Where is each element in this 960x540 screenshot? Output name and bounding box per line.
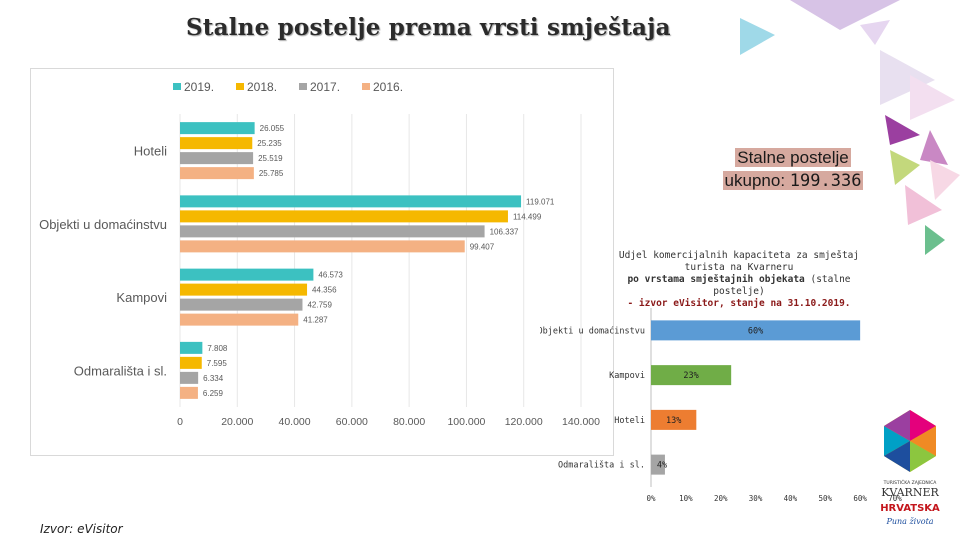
data-label: 99.407 bbox=[470, 242, 495, 251]
x-tick-label: 120.000 bbox=[505, 416, 543, 428]
bar-hoteli-2017 bbox=[180, 152, 254, 165]
data-label: 119.071 bbox=[526, 197, 555, 206]
legend-label-2017: 2017. bbox=[310, 80, 340, 94]
bar-odmaralista-i-sl-2019 bbox=[180, 341, 203, 354]
x-tick-label: 80.000 bbox=[393, 416, 425, 428]
data-label: 25.519 bbox=[258, 154, 283, 163]
legend-swatch-2019 bbox=[173, 83, 181, 90]
share-x-tick-label: 20% bbox=[714, 494, 728, 503]
share-bar-odmaralista-i-sl bbox=[651, 454, 665, 475]
x-tick-label: 60.000 bbox=[336, 416, 368, 428]
legend-swatch-2016 bbox=[362, 83, 370, 90]
bar-objekti-u-domacinstvu-2017 bbox=[180, 225, 485, 238]
share-x-tick-label: 30% bbox=[749, 494, 763, 503]
x-tick-label: 20.000 bbox=[221, 416, 253, 428]
data-label: 7.595 bbox=[207, 359, 228, 368]
legend-label-2018: 2018. bbox=[247, 80, 277, 94]
bar-odmaralista-i-sl-2016 bbox=[180, 386, 198, 399]
data-label: 44.356 bbox=[312, 286, 337, 295]
share-x-tick-label: 0% bbox=[646, 494, 656, 503]
share-chart-source: - izvor eVisitor, stanje na 31.10.2019. bbox=[627, 298, 851, 309]
data-label: 41.287 bbox=[303, 316, 328, 325]
data-label: 46.573 bbox=[318, 271, 343, 280]
share-chart-title-bold: po vrstama smještajnih objekata bbox=[627, 274, 805, 285]
callout-line1: Stalne postelje bbox=[735, 148, 851, 167]
bar-kampovi-2018 bbox=[180, 283, 308, 296]
data-label: 25.235 bbox=[257, 139, 282, 148]
bar-hoteli-2019 bbox=[180, 122, 255, 135]
data-label: 26.055 bbox=[260, 124, 285, 133]
share-category-odmaralista-i-sl: Odmarališta i sl. bbox=[558, 460, 645, 471]
callout-total-value: 199.336 bbox=[789, 171, 862, 191]
x-tick-label: 140.000 bbox=[562, 416, 600, 428]
category-label-odmaralista-i-sl: Odmarališta i sl. bbox=[74, 363, 167, 378]
bar-kampovi-2019 bbox=[180, 268, 314, 281]
bar-objekti-u-domacinstvu-2019 bbox=[180, 195, 522, 208]
share-data-label: 4% bbox=[657, 461, 667, 471]
x-tick-label: 100.000 bbox=[447, 416, 485, 428]
beds-by-year-chart-svg: 2019. 2018. 2017. 2016. 0 20.000 40.000 60.000 8… bbox=[39, 80, 600, 428]
bar-objekti-u-domacinstvu-2018 bbox=[180, 210, 508, 223]
share-x-tick-label: 50% bbox=[819, 494, 833, 503]
total-beds-callout: Stalne postelje ukupno: 199.336 bbox=[711, 146, 875, 193]
bar-kampovi-2017 bbox=[180, 298, 303, 311]
bar-hoteli-2018 bbox=[180, 137, 253, 150]
share-x-tick-label: 40% bbox=[784, 494, 798, 503]
x-tick-label: 0 bbox=[177, 416, 183, 428]
share-category-hoteli: Hoteli bbox=[614, 416, 645, 426]
bar-hoteli-2016 bbox=[180, 167, 254, 180]
share-data-label: 23% bbox=[683, 371, 698, 381]
data-label: 7.808 bbox=[207, 344, 228, 353]
share-category-kampovi: Kampovi bbox=[609, 371, 645, 381]
data-label: 42.759 bbox=[307, 301, 332, 310]
legend-swatch-2017 bbox=[299, 83, 307, 90]
bar-kampovi-2016 bbox=[180, 313, 299, 326]
share-chart-title-rest: (stalne postelje) bbox=[713, 274, 851, 297]
logo-line2: KVARNER bbox=[881, 486, 939, 499]
logo-line1: TURISTIČKA ZAJEDNICA bbox=[883, 479, 938, 486]
bar-objekti-u-domacinstvu-2016 bbox=[180, 240, 465, 253]
category-label-hoteli: Hoteli bbox=[134, 144, 167, 159]
share-chart-title: Udjel komercijalnih kapaciteta za smješt… bbox=[600, 250, 878, 310]
data-label: 6.259 bbox=[203, 389, 224, 398]
bar-odmaralista-i-sl-2017 bbox=[180, 371, 199, 384]
source-note: Izvor: eVisitor bbox=[40, 522, 123, 536]
logo-line3: HRVATSKA bbox=[880, 503, 940, 514]
share-x-tick-label: 70% bbox=[888, 494, 902, 503]
kvarner-logo: TURISTIČKA ZAJEDNICA KVARNER HRVATSKA Pu… bbox=[880, 410, 940, 526]
share-by-type-chart: Objekti u domaćinstvu 60% Kampovi 23% Hoteli… bbox=[540, 308, 902, 503]
data-label: 25.785 bbox=[259, 169, 284, 178]
legend-label-2016: 2016. bbox=[373, 80, 403, 94]
logo-line4: Puna života bbox=[885, 517, 933, 526]
callout-label: ukupno: bbox=[724, 171, 790, 190]
legend-swatch-2018 bbox=[236, 83, 244, 90]
share-category-objekti-u-domacinstvu: Objekti u domaćinstvu bbox=[540, 325, 645, 336]
kvarner-logo-mark bbox=[884, 410, 936, 472]
share-bar-kampovi bbox=[651, 365, 732, 386]
category-label-kampovi: Kampovi bbox=[116, 290, 167, 305]
share-bar-objekti-u-domacinstvu bbox=[651, 320, 861, 341]
share-data-label: 60% bbox=[748, 326, 763, 336]
share-chart-title-line1: Udjel komercijalnih kapaciteta za smješt… bbox=[618, 250, 860, 273]
share-data-label: 13% bbox=[666, 416, 681, 426]
legend-label-2019: 2019. bbox=[184, 80, 214, 94]
share-x-tick-label: 60% bbox=[853, 494, 867, 503]
share-bar-hoteli bbox=[651, 409, 697, 430]
data-label: 114.499 bbox=[513, 212, 542, 221]
data-label: 106.337 bbox=[490, 227, 519, 236]
category-label-objekti-u-domacinstvu: Objekti u domaćinstvu bbox=[39, 217, 167, 232]
beds-by-year-chart: 2019. 2018. 2017. 2016. 0 20.000 40.000 60.000 8… bbox=[30, 68, 614, 456]
page-title: Stalne postelje prema vrsti smještaja bbox=[186, 14, 671, 41]
x-tick-label: 40.000 bbox=[279, 416, 311, 428]
share-x-tick-label: 10% bbox=[679, 494, 693, 503]
data-label: 6.334 bbox=[203, 374, 224, 383]
bar-odmaralista-i-sl-2018 bbox=[180, 356, 202, 369]
